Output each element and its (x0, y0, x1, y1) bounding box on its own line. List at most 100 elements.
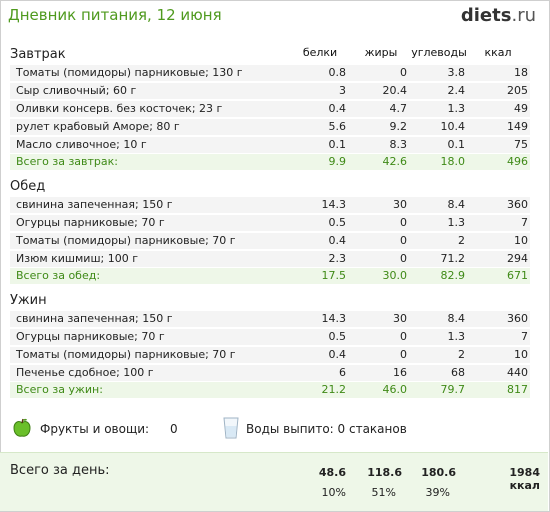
logo-tld: .ru (511, 5, 536, 26)
kcal-value: 205 (507, 84, 528, 97)
extras-row: Фрукты и овощи: 0 Воды выпито: 0 стакано… (10, 417, 530, 442)
food-row[interactable]: Томаты (помидоры) парниковые; 130 г 0.8 … (10, 65, 530, 82)
fruits-value: 0 (170, 422, 178, 436)
protein-value: 0.1 (328, 138, 347, 151)
fat-value: 4.7 (389, 102, 408, 115)
daily-fat-percent: 51% (371, 486, 396, 499)
total-label: Всего за завтрак: (16, 155, 119, 168)
fat-total: 30.0 (382, 269, 408, 282)
protein-value: 3 (339, 84, 346, 97)
kcal-value: 10 (514, 348, 528, 361)
logo-main: diets (460, 5, 512, 26)
kcal-value: 7 (521, 330, 528, 343)
kcal-value: 360 (507, 198, 528, 211)
kcal-value: 294 (507, 252, 528, 265)
food-name: Огурцы парниковые; 70 г (16, 216, 165, 229)
protein-value: 14.3 (321, 198, 347, 211)
protein-value: 0.5 (328, 330, 347, 343)
page-title: Дневник питания, 12 июня (8, 6, 222, 24)
fat-value: 20.4 (382, 84, 408, 97)
fat-value: 0 (400, 216, 407, 229)
meal-title-breakfast: Завтрак (10, 47, 66, 62)
food-name: Томаты (помидоры) парниковые; 130 г (16, 66, 243, 79)
food-name: Печенье сдобное; 100 г (16, 366, 154, 379)
fruits-label: Фрукты и овощи: (40, 422, 150, 436)
fat-value: 30 (393, 198, 407, 211)
kcal-value: 7 (521, 216, 528, 229)
daily-carbs-percent: 39% (425, 486, 450, 499)
carbs-value: 71.2 (440, 252, 466, 265)
meal-total-dinner: Всего за ужин: 21.2 46.0 79.7 817 (10, 382, 530, 398)
food-row[interactable]: свинина запеченная; 150 г 14.3 30 8.4 36… (10, 197, 530, 214)
protein-value: 0.5 (328, 216, 347, 229)
meal-total-breakfast: Всего за завтрак: 9.9 42.6 18.0 496 (10, 154, 530, 170)
daily-total-label: Всего за день: (10, 463, 110, 478)
food-row[interactable]: Огурцы парниковые; 70 г 0.5 0 1.3 7 (10, 329, 530, 346)
protein-value: 6 (339, 366, 346, 379)
kcal-value: 10 (514, 234, 528, 247)
carbs-value: 68 (451, 366, 465, 379)
food-row[interactable]: Томаты (помидоры) парниковые; 70 г 0.4 0… (10, 233, 530, 250)
site-logo[interactable]: diets.ru (461, 5, 536, 26)
meal-title-dinner: Ужин (10, 293, 47, 308)
fat-value: 30 (393, 312, 407, 325)
protein-value: 0.4 (328, 102, 347, 115)
protein-value: 14.3 (321, 312, 347, 325)
food-row[interactable]: Оливки консерв. без косточек; 23 г 0.4 4… (10, 101, 530, 118)
protein-value: 0.4 (328, 348, 347, 361)
daily-protein: 48.6 (318, 466, 346, 479)
food-name: рулет крабовый Аморе; 80 г (16, 120, 180, 133)
carbs-value: 2 (458, 348, 465, 361)
total-label: Всего за обед: (16, 269, 101, 282)
carbs-value: 1.3 (447, 216, 466, 229)
food-row[interactable]: Томаты (помидоры) парниковые; 70 г 0.4 0… (10, 347, 530, 364)
carbs-total: 82.9 (440, 269, 466, 282)
fat-value: 0 (400, 66, 407, 79)
food-row[interactable]: Печенье сдобное; 100 г 6 16 68 440 (10, 365, 530, 382)
fat-value: 16 (393, 366, 407, 379)
food-name: Томаты (помидоры) парниковые; 70 г (16, 348, 236, 361)
food-name: Изюм кишмиш; 100 г (16, 252, 138, 265)
daily-kcal: 1984 ккал (509, 466, 540, 492)
protein-total: 9.9 (328, 155, 347, 168)
daily-protein-percent: 10% (321, 486, 346, 499)
protein-value: 2.3 (328, 252, 347, 265)
food-name: Оливки консерв. без косточек; 23 г (16, 102, 223, 115)
fat-value: 8.3 (389, 138, 408, 151)
daily-fat: 118.6 (367, 466, 402, 479)
food-name: свинина запеченная; 150 г (16, 198, 173, 211)
food-row[interactable]: Изюм кишмиш; 100 г 2.3 0 71.2 294 (10, 251, 530, 268)
food-row[interactable]: Сыр сливочный; 60 г 3 20.4 2.4 205 (10, 83, 530, 100)
food-name: Томаты (помидоры) парниковые; 70 г (16, 234, 236, 247)
kcal-total: 671 (507, 269, 528, 282)
carbs-value: 8.4 (447, 198, 466, 211)
water-label: Воды выпито: 0 стаканов (246, 422, 407, 436)
food-row[interactable]: свинина запеченная; 150 г 14.3 30 8.4 36… (10, 311, 530, 328)
fat-value: 0 (400, 348, 407, 361)
column-header-fat: жиры (364, 46, 398, 59)
food-name: свинина запеченная; 150 г (16, 312, 173, 325)
kcal-value: 18 (514, 66, 528, 79)
column-header-kcal: ккал (484, 46, 512, 59)
daily-total-panel: Всего за день: 48.6 118.6 180.6 1984 кка… (0, 452, 548, 511)
kcal-value: 75 (514, 138, 528, 151)
kcal-value: 360 (507, 312, 528, 325)
carbs-total: 18.0 (440, 155, 466, 168)
carbs-value: 3.8 (447, 66, 466, 79)
carbs-total: 79.7 (440, 383, 466, 396)
column-header-carbs: углеводы (411, 46, 467, 59)
total-label: Всего за ужин: (16, 383, 103, 396)
daily-carbs: 180.6 (421, 466, 456, 479)
food-row[interactable]: Огурцы парниковые; 70 г 0.5 0 1.3 7 (10, 215, 530, 232)
protein-value: 0.4 (328, 234, 347, 247)
fat-value: 0 (400, 234, 407, 247)
protein-value: 0.8 (328, 66, 347, 79)
protein-total: 17.5 (321, 269, 347, 282)
food-row[interactable]: Масло сливочное; 10 г 0.1 8.3 0.1 75 (10, 137, 530, 154)
kcal-value: 49 (514, 102, 528, 115)
food-row[interactable]: рулет крабовый Аморе; 80 г 5.6 9.2 10.4 … (10, 119, 530, 136)
fat-value: 0 (400, 252, 407, 265)
meal-total-lunch: Всего за обед: 17.5 30.0 82.9 671 (10, 268, 530, 284)
carbs-value: 2 (458, 234, 465, 247)
kcal-value: 149 (507, 120, 528, 133)
